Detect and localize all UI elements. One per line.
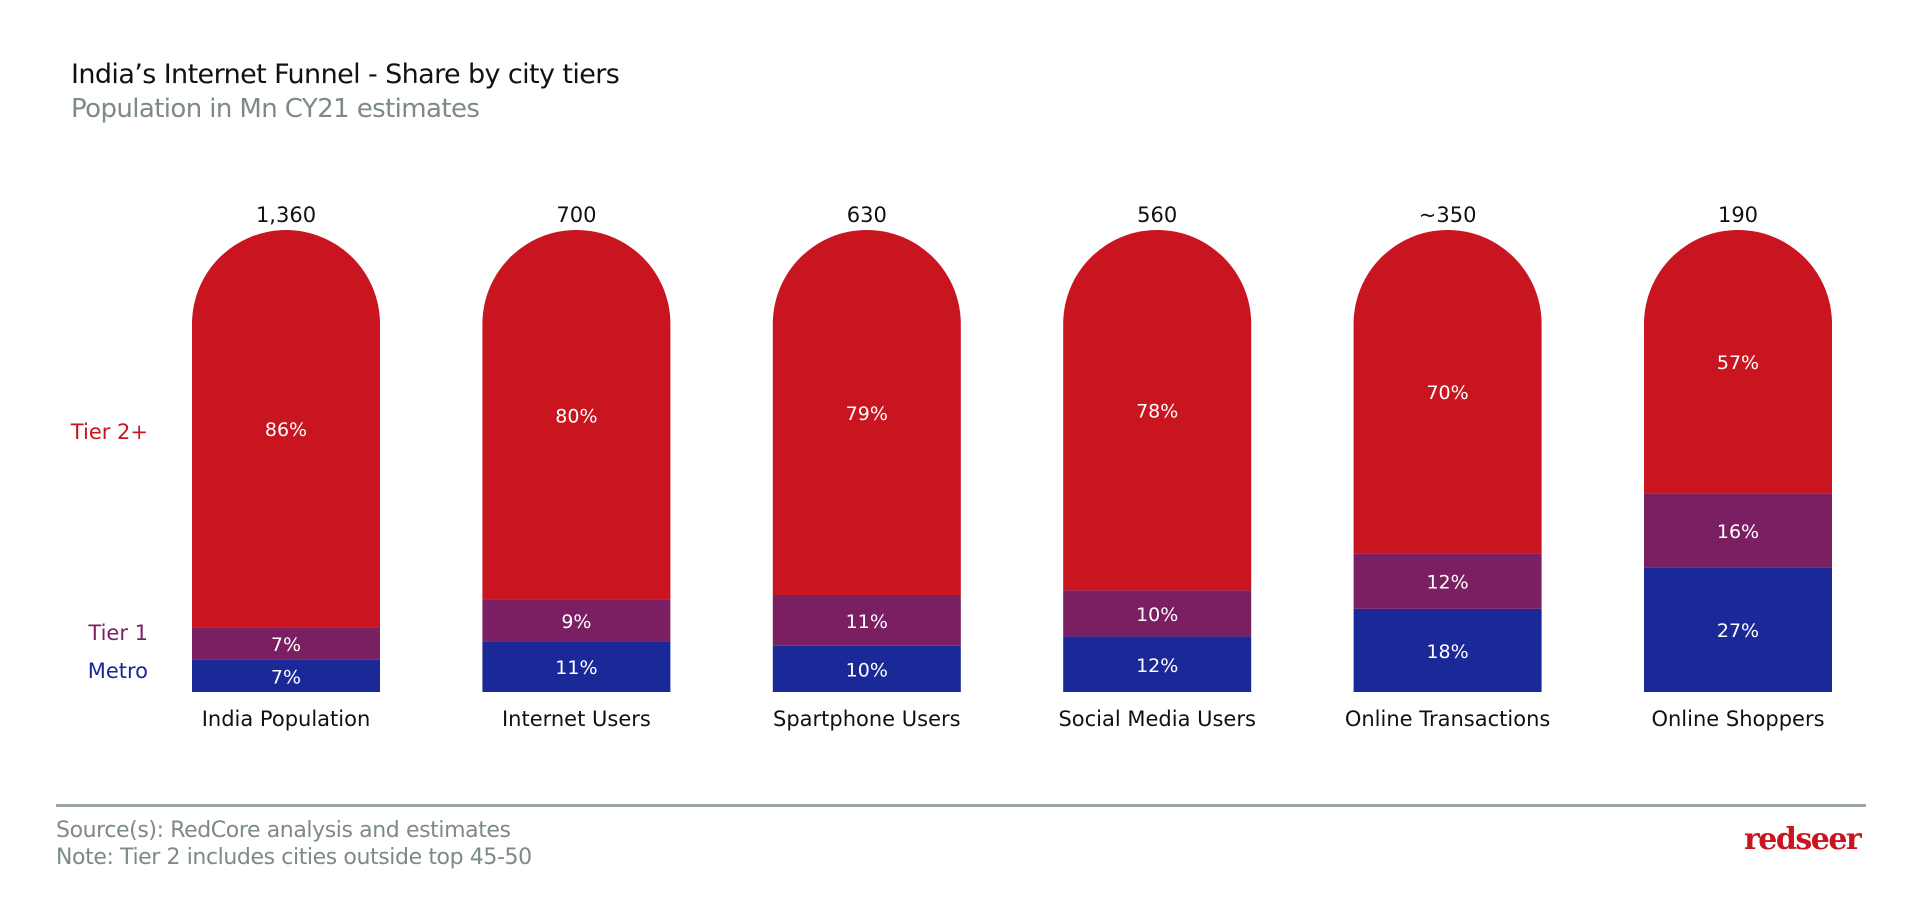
bar-segment-tier1 <box>482 599 671 642</box>
total-value-label: 560 <box>1137 203 1177 227</box>
bar-segment-metro <box>192 659 380 692</box>
total-value-label: 1,360 <box>256 203 316 227</box>
bar-segment-tier1 <box>1063 590 1252 637</box>
total-value-label: ~350 <box>1419 203 1477 227</box>
footer-divider <box>56 804 1866 807</box>
category-label: Online Transactions <box>1345 707 1551 731</box>
pct-label-tier1: 9% <box>561 611 591 633</box>
pct-label-tier1: 11% <box>846 611 888 633</box>
bar-segment-tier2 <box>1353 229 1542 554</box>
footer-notes: Source(s): RedCore analysis and estimate… <box>56 817 532 871</box>
bar-segment-metro <box>772 645 961 692</box>
bar-segment-tier2 <box>192 230 380 628</box>
bar-segment-tier2 <box>772 229 961 595</box>
bar-segment-tier2 <box>482 229 671 600</box>
bar-segment-tier1 <box>772 594 961 646</box>
bar-segment-metro <box>482 641 671 692</box>
chart-subtitle: Population in Mn CY21 estimates <box>71 94 480 124</box>
pct-label-tier2: 70% <box>1426 382 1468 404</box>
pct-label-tier2: 80% <box>555 405 597 427</box>
pct-label-metro: 12% <box>1136 655 1178 677</box>
pct-label-tier1: 12% <box>1426 572 1468 594</box>
legend-tier1: Tier 1 <box>87 621 148 645</box>
pct-label-metro: 7% <box>271 666 301 688</box>
pct-label-tier2: 57% <box>1717 352 1759 374</box>
category-label: India Population <box>202 707 371 731</box>
category-label: Spartphone Users <box>773 707 961 731</box>
category-label: Online Shoppers <box>1651 707 1824 731</box>
bar-segment-metro <box>1353 608 1542 692</box>
pct-label-tier1: 7% <box>271 634 301 656</box>
redseer-logo: redseer <box>1744 822 1862 857</box>
legend-metro: Metro <box>88 659 148 683</box>
pct-label-metro: 11% <box>555 657 597 679</box>
bar-segment-tier1 <box>1644 493 1832 568</box>
category-label: Internet Users <box>502 707 651 731</box>
category-label: Social Media Users <box>1058 707 1256 731</box>
total-value-label: 630 <box>847 203 887 227</box>
bar-segment-tier2 <box>1063 229 1252 591</box>
note-text: Note: Tier 2 includes cities outside top… <box>56 845 532 870</box>
pct-label-metro: 10% <box>846 659 888 681</box>
pct-label-metro: 27% <box>1717 620 1759 642</box>
pct-label-tier2: 86% <box>265 419 307 441</box>
source-text: Source(s): RedCore analysis and estimate… <box>56 818 511 843</box>
pct-label-tier2: 78% <box>1136 401 1178 423</box>
total-value-label: 190 <box>1718 203 1758 227</box>
bar-segment-tier1 <box>192 627 380 660</box>
total-value-label: 700 <box>556 203 596 227</box>
bar-segment-tier2 <box>1644 230 1832 494</box>
pct-label-metro: 18% <box>1426 641 1468 663</box>
bar-segment-metro <box>1644 567 1832 692</box>
funnel-chart: 7% 7% 86% 1,360 India Population 11% 9% 80% 700 I… <box>70 203 1832 731</box>
pct-label-tier1: 10% <box>1136 604 1178 626</box>
legend-tier2: Tier 2+ <box>70 420 148 444</box>
pct-label-tier1: 16% <box>1717 521 1759 543</box>
bar-segment-metro <box>1063 636 1252 692</box>
pct-label-tier2: 79% <box>846 403 888 425</box>
bar-segment-tier1 <box>1353 553 1542 609</box>
chart-title: India’s Internet Funnel - Share by city … <box>71 59 620 90</box>
